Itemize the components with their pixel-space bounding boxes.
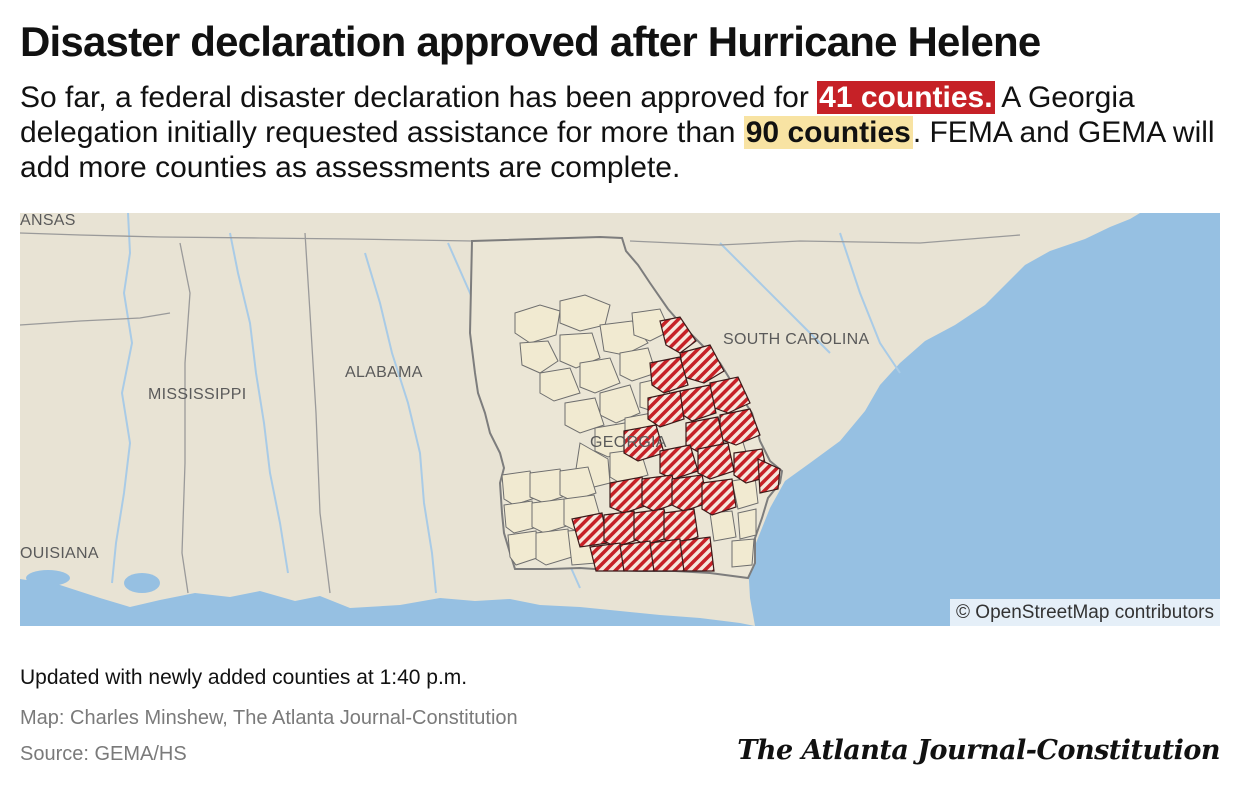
dek-text-1: So far, a federal disaster declaration h… bbox=[20, 81, 818, 114]
bay bbox=[26, 570, 70, 586]
state-borders bbox=[20, 232, 1021, 594]
label-south-carolina: SOUTH CAROLINA bbox=[723, 331, 869, 348]
dek-paragraph: So far, a federal disaster declaration h… bbox=[20, 80, 1220, 185]
label-louisiana: OUISIANA bbox=[20, 545, 99, 562]
label-arkansas: ANSAS bbox=[20, 213, 76, 229]
dek-text-3: . FEMA and GEMA will add more counties a… bbox=[20, 116, 1215, 184]
lake bbox=[124, 573, 160, 593]
approved-counties-highlight: 41 counties. bbox=[817, 81, 995, 114]
map[interactable]: ANSAS MISSISSIPPI ALABAMA GEORGIA SOUTH … bbox=[20, 213, 1220, 626]
approved-counties bbox=[571, 316, 781, 572]
label-alabama: ALABAMA bbox=[345, 364, 423, 381]
headline: Disaster declaration approved after Hurr… bbox=[20, 18, 1041, 65]
map-credit: Map: Charles Minshew, The Atlanta Journa… bbox=[20, 707, 518, 729]
ajc-logo[interactable]: The Atlanta Journal-Constitution bbox=[737, 735, 1220, 766]
dek-text-2: A Georgia delegation initially requested… bbox=[20, 81, 1135, 149]
requested-counties-highlight: 90 counties bbox=[743, 116, 913, 149]
label-mississippi: MISSISSIPPI bbox=[148, 386, 246, 403]
label-georgia: GEORGIA bbox=[590, 434, 667, 451]
requested-counties bbox=[501, 294, 759, 568]
source-line: Source: GEMA/HS bbox=[20, 743, 187, 765]
gulf-of-mexico bbox=[20, 579, 755, 626]
update-note: Updated with newly added counties at 1:4… bbox=[20, 666, 468, 689]
map-attribution[interactable]: © OpenStreetMap contributors bbox=[950, 599, 1220, 626]
atlantic-ocean bbox=[748, 213, 1220, 626]
map-canvas: ANSAS MISSISSIPPI ALABAMA GEORGIA SOUTH … bbox=[20, 213, 1220, 626]
